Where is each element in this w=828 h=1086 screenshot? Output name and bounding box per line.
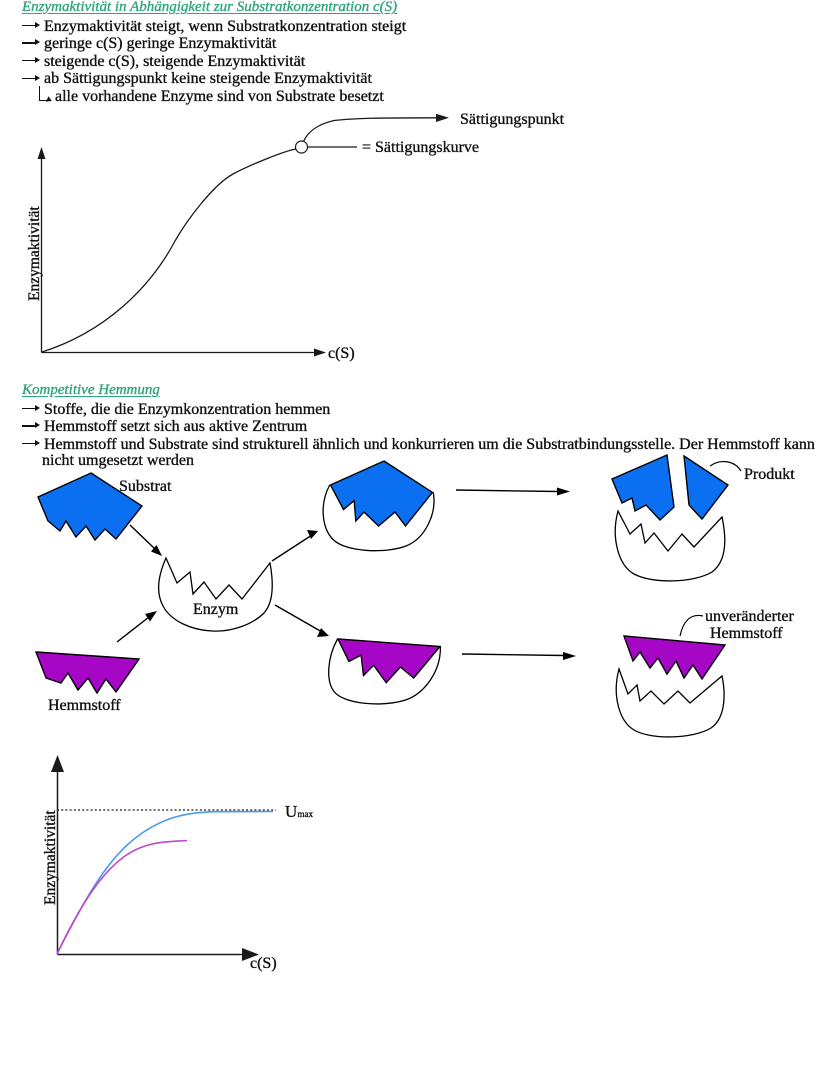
svg-text:Enzymaktivität: Enzymaktivität [26, 206, 43, 301]
svg-text:= Sättigungskurve: = Sättigungskurve [362, 139, 479, 156]
svg-text:U: U [285, 802, 297, 821]
svg-text:unveränderter: unveränderter [705, 608, 795, 625]
svg-text:max: max [298, 809, 314, 819]
svg-text:Sättigungspunkt: Sättigungspunkt [460, 111, 565, 128]
svg-text:Hemmstoff: Hemmstoff [710, 625, 783, 642]
svg-text:Produkt: Produkt [744, 466, 795, 483]
svg-text:Substrat: Substrat [119, 478, 172, 495]
svg-text:Enzym: Enzym [193, 601, 239, 618]
svg-text:c(S): c(S) [328, 345, 355, 362]
svg-text:c(S): c(S) [250, 955, 277, 972]
svg-text:Hemmstoff: Hemmstoff [48, 697, 121, 714]
svg-text:Enzymaktivität: Enzymaktivität [42, 810, 59, 905]
